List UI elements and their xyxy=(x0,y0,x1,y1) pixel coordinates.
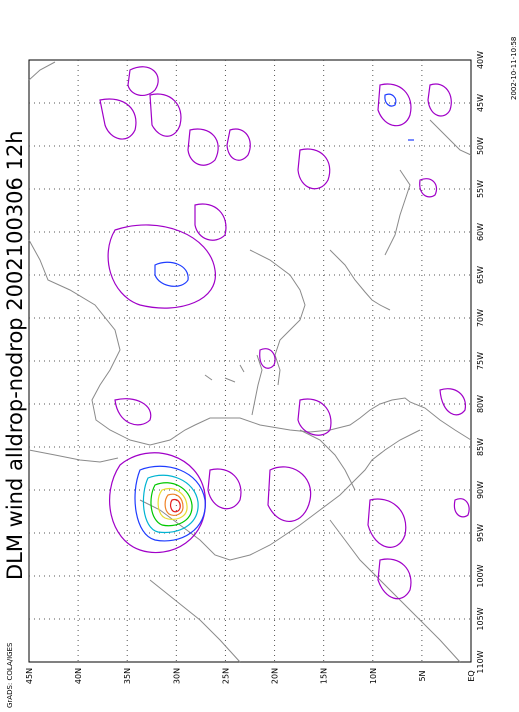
lon-tick-label: 100W xyxy=(476,564,485,587)
lon-tick-label: 40W xyxy=(476,51,485,69)
lat-tick-label: 30N xyxy=(172,668,181,684)
lon-tick-label: 70W xyxy=(476,309,485,327)
lat-tick-label: 25N xyxy=(221,668,230,684)
contour-lines-magenta xyxy=(99,66,470,600)
lon-tick-label: 85W xyxy=(476,438,485,456)
lat-tick-label: 45N xyxy=(25,668,34,684)
timestamp: 2002-10-11-10:58 xyxy=(510,37,518,100)
lon-tick-label: 55W xyxy=(476,180,485,198)
longitude-tick-labels: 40W 45W 50W 55W 60W 65W 70W 75W 80W 85W 90W 95W 100W… xyxy=(476,51,485,674)
storm-contours xyxy=(134,465,206,542)
lon-tick-label: 45W xyxy=(476,94,485,112)
lon-tick-label: 105W xyxy=(476,607,485,630)
map-title: DLM wind alldrop-nodrop 2002100306 12h xyxy=(3,130,27,580)
lat-tick-label: 15N xyxy=(320,668,329,684)
contour-lines-blue xyxy=(154,93,414,287)
lon-tick-label: 60W xyxy=(476,223,485,241)
lat-tick-label: 40N xyxy=(74,668,83,684)
lat-tick-label: 5N xyxy=(418,670,427,681)
lon-tick-label: 110W xyxy=(476,650,485,673)
lat-tick-label: 35N xyxy=(123,668,132,684)
latitude-tick-labels: 45N 40N 35N 30N 25N 20N 15N 10N 5N EQ xyxy=(25,668,476,684)
lon-tick-label: 90W xyxy=(476,481,485,499)
lat-tick-label: 10N xyxy=(369,668,378,684)
lon-tick-label: 95W xyxy=(476,524,485,542)
grid-lines xyxy=(29,60,471,662)
lon-tick-label: 75W xyxy=(476,352,485,370)
lat-tick-label: 20N xyxy=(271,668,280,684)
lon-tick-label: 65W xyxy=(476,266,485,284)
lon-tick-label: 80W xyxy=(476,395,485,413)
lat-tick-label: EQ xyxy=(467,670,476,681)
coastlines xyxy=(28,61,472,663)
credit-label: GrADS: COLA/IGES xyxy=(6,642,14,708)
lon-tick-label: 50W xyxy=(476,137,485,155)
